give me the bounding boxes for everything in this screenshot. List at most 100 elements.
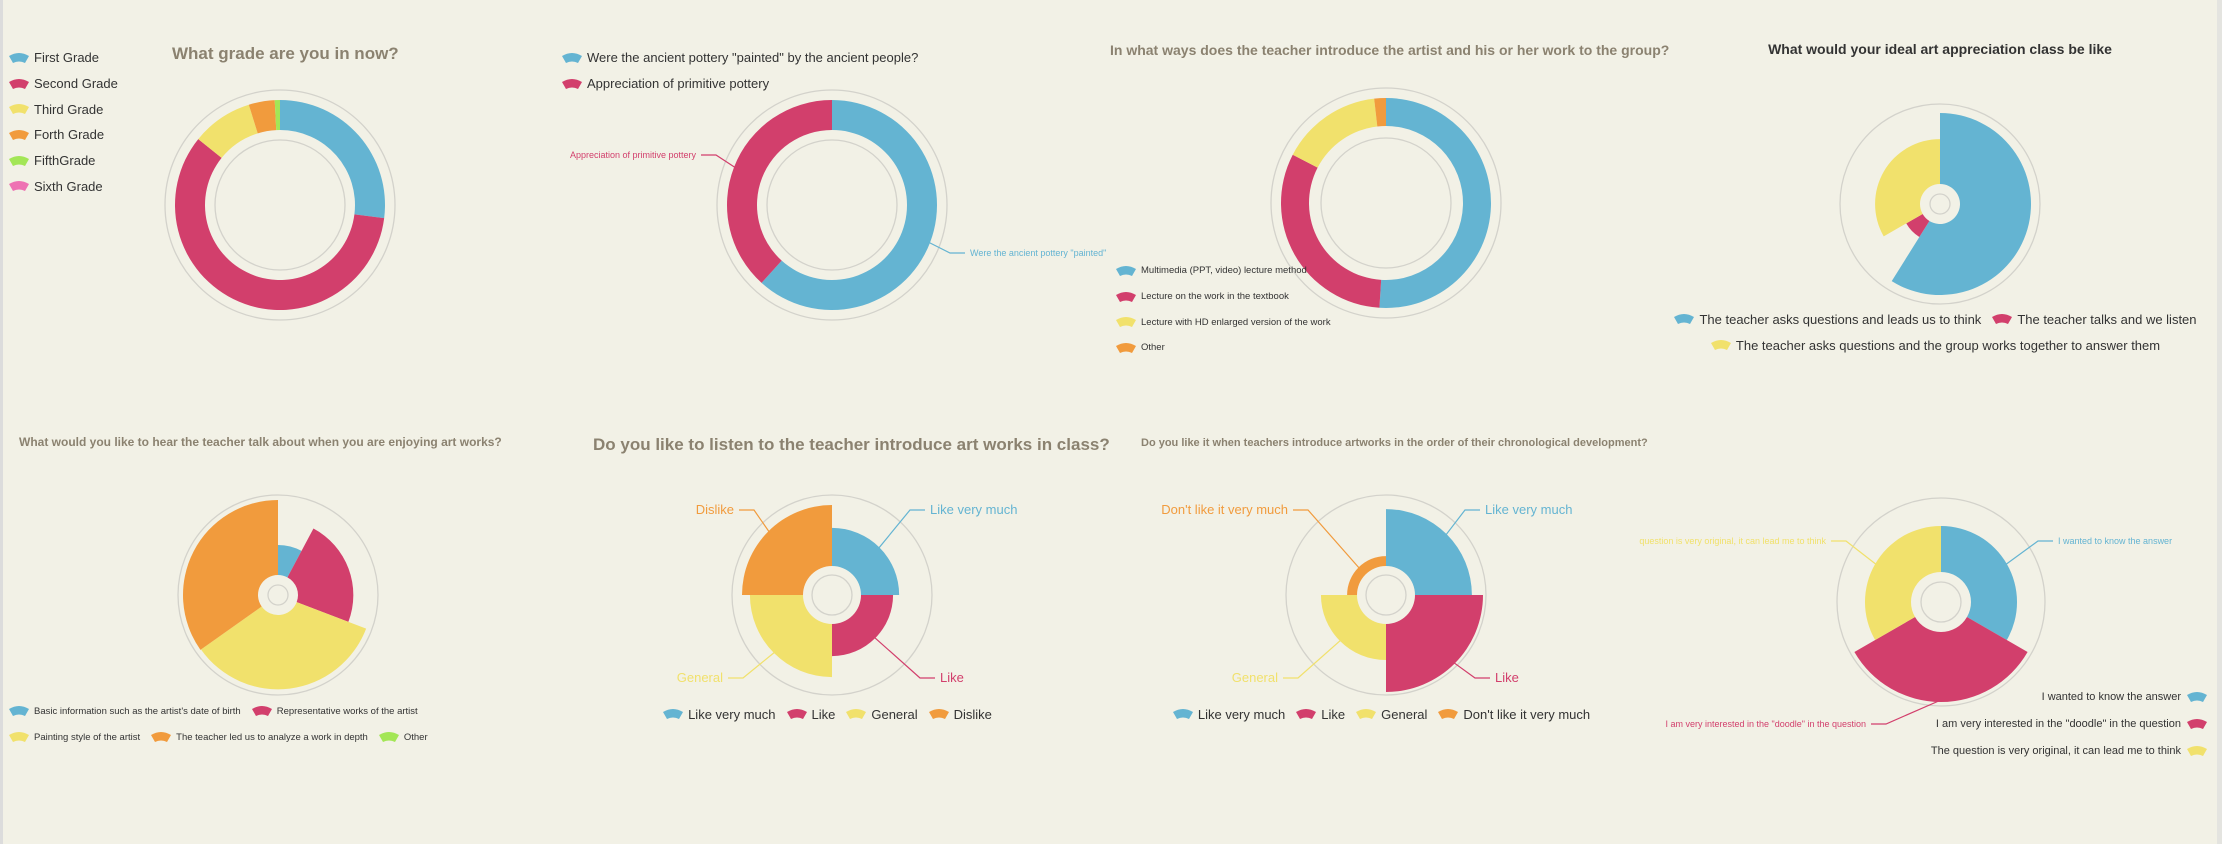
window-left-edge <box>0 0 3 844</box>
legend-item[interactable]: First Grade <box>8 45 118 71</box>
slice-the-teacher-asks-questions-and-leads-us-to-think[interactable] <box>1891 113 2032 296</box>
legend-item[interactable]: Were the ancient pottery "painted" by th… <box>561 45 918 71</box>
slice-like[interactable] <box>1386 595 1483 692</box>
legend-label: Dislike <box>953 706 992 722</box>
legend-item[interactable]: The question is very original, it can le… <box>1931 737 2208 764</box>
legend-item[interactable]: Representative works of the artist <box>251 698 418 724</box>
slice-the-teacher-asks-questions-and-the-group-works-together-to-answer-them[interactable] <box>1875 139 1940 237</box>
legend-fan-icon <box>1296 709 1317 719</box>
legend-item[interactable]: FifthGrade <box>8 148 118 174</box>
slice-i-am-very-interested-in-the-doodle-in-the-question[interactable] <box>1854 617 2028 703</box>
slice-other[interactable] <box>1374 98 1386 127</box>
legend-item[interactable]: The teacher asks questions and the group… <box>1710 332 2160 358</box>
legend-label: Lecture on the work in the textbook <box>1141 291 1289 303</box>
legend-item[interactable]: Lecture with HD enlarged version of the … <box>1115 309 1331 335</box>
slice-third-grade[interactable] <box>198 104 258 158</box>
slice-label: Don't like it very much <box>1161 502 1288 518</box>
legend-item[interactable]: Appreciation of primitive pottery <box>561 71 918 97</box>
legend-label: Third Grade <box>34 101 104 117</box>
label-leader-line <box>2004 540 2053 566</box>
slice-don-t-like-it-very-much[interactable] <box>1347 556 1386 595</box>
chart-c5 <box>177 494 379 696</box>
slice-first-grade[interactable] <box>280 100 385 219</box>
inner-ring <box>214 139 346 271</box>
slice-like[interactable] <box>832 595 894 657</box>
slice-dislike[interactable] <box>742 505 832 595</box>
legend-item[interactable]: The teacher talks and we listen <box>1991 306 2197 332</box>
slice-appreciation-of-primitive-pottery[interactable] <box>727 100 832 283</box>
legend-label: I wanted to know the answer <box>2041 691 2181 704</box>
slice-like-very-much[interactable] <box>832 527 900 595</box>
legend-item[interactable]: Like very much <box>662 701 776 727</box>
slice-the-question-is-very-original-it-can-lead-me-to-think[interactable] <box>1864 525 1941 641</box>
slice-representative-works-of-the-artist[interactable] <box>287 528 354 622</box>
legend-item[interactable]: Like very much <box>1172 701 1285 727</box>
legend-item[interactable]: General <box>845 701 918 727</box>
legend-fan-icon <box>2187 692 2207 703</box>
chart-title: In what ways does the teacher introduce … <box>1110 42 1670 58</box>
legend-item[interactable]: Basic information such as the artist's d… <box>8 698 241 724</box>
slice-label: Appreciation of primitive pottery <box>569 149 696 160</box>
legend-label: Multimedia (PPT, video) lecture method <box>1141 265 1307 277</box>
legend-item[interactable]: Dislike <box>928 701 992 727</box>
label-leader-line <box>1444 509 1480 537</box>
legend: Like very much Like General Dislike <box>622 701 1042 727</box>
legend-item[interactable]: Forth Grade <box>8 122 118 148</box>
label-leader-line <box>1293 509 1361 570</box>
legend-fan-icon <box>9 181 29 192</box>
slice-like-very-much[interactable] <box>1386 509 1472 595</box>
legend-label: The teacher talks and we listen <box>2017 311 2197 327</box>
legend-label: Other <box>1141 342 1165 354</box>
slice-i-wanted-to-know-the-answer[interactable] <box>1941 525 2018 641</box>
slice-lecture-on-the-work-in-the-textbook[interactable] <box>1281 154 1382 308</box>
label-leader-line <box>1452 661 1490 679</box>
legend-item[interactable]: The teacher asks questions and leads us … <box>1673 306 1981 332</box>
chart-c7 <box>1283 494 1490 696</box>
legend-label: Sixth Grade <box>34 178 103 194</box>
legend-item[interactable]: General <box>1355 701 1427 727</box>
legend-fan-icon <box>1116 317 1136 328</box>
legend-item[interactable]: Don't like it very much <box>1437 701 1590 727</box>
slice-multimedia-ppt-video-lecture-method[interactable] <box>1379 98 1492 309</box>
legend-item[interactable]: The teacher led us to analyze a work in … <box>150 724 368 750</box>
legend-item[interactable]: Other <box>378 724 428 750</box>
slice-basic-information-such-as-the-artist-s-date-of-birth[interactable] <box>278 545 302 578</box>
legend-item[interactable]: Like <box>1295 701 1345 727</box>
legend-item[interactable]: Lecture on the work in the textbook <box>1115 284 1331 310</box>
legend-item[interactable]: Like <box>786 701 835 727</box>
legend-fan-icon <box>1116 342 1136 353</box>
legend-label: The question is very original, it can le… <box>1930 744 2181 757</box>
legend-fan-icon <box>786 709 807 719</box>
legend-fan-icon <box>1710 340 1731 350</box>
legend-item[interactable]: Sixth Grade <box>8 173 118 199</box>
slice-the-teacher-talks-and-we-listen[interactable] <box>1906 213 1930 238</box>
legend: The teacher asks questions and leads us … <box>1660 306 2220 358</box>
label-leader-line <box>873 636 935 679</box>
slice-forth-grade[interactable] <box>248 100 277 134</box>
slice-general[interactable] <box>1320 595 1386 661</box>
slice-general[interactable] <box>749 595 832 678</box>
slice-label: I wanted to know the answer <box>2058 535 2173 546</box>
legend-item[interactable]: I wanted to know the answer <box>2042 684 2208 711</box>
slice-were-the-ancient-pottery-painted-by-the-ancient-people[interactable] <box>761 100 937 310</box>
slice-second-grade[interactable] <box>174 139 385 311</box>
legend-label: Basic information such as the artist's d… <box>34 705 241 717</box>
legend-item[interactable]: Multimedia (PPT, video) lecture method <box>1115 258 1331 284</box>
legend-item[interactable]: I am very interested in the "doodle" in … <box>1936 711 2208 738</box>
slice-painting-style-of-the-artist[interactable] <box>200 602 367 690</box>
inner-ring <box>811 574 853 616</box>
label-leader-line <box>1871 699 1942 725</box>
legend-item[interactable]: Other <box>1115 335 1331 361</box>
legend-item[interactable]: Third Grade <box>8 96 118 122</box>
legend-item[interactable]: Second Grade <box>8 71 118 97</box>
slice-lecture-with-hd-enlarged-version-of-the-work[interactable] <box>1292 98 1378 168</box>
outer-ring <box>1285 494 1487 696</box>
legend-fan-icon <box>378 732 399 742</box>
label-leader-line <box>701 154 737 169</box>
slice-the-teacher-led-us-to-analyze-a-work-in-depth[interactable] <box>183 500 278 650</box>
legend-label: Second Grade <box>34 76 118 92</box>
legend-item[interactable]: Painting style of the artist <box>8 724 140 750</box>
scrollbar-track[interactable] <box>2217 0 2222 844</box>
slice-fifthgrade[interactable] <box>274 100 280 131</box>
slice-label: Like very much <box>1485 502 1573 518</box>
